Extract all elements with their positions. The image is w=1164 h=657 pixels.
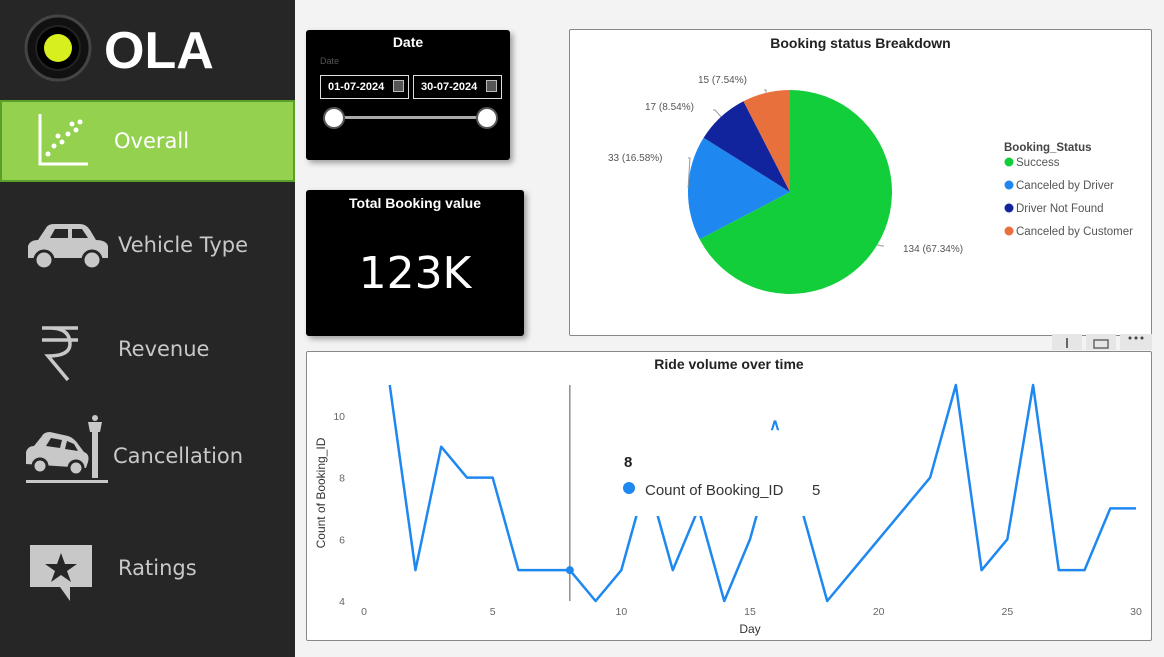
pie-leader-line: [713, 109, 722, 118]
legend-marker: [1004, 203, 1014, 213]
legend-entry: Canceled by Driver: [1016, 180, 1114, 192]
tooltip-series-name: Count of Booking_ID: [645, 482, 784, 499]
sidebar-item-vehicle-type[interactable]: Vehicle Type: [0, 204, 295, 286]
car-crash-icon: [26, 415, 108, 483]
legend-entry: Canceled by Customer: [1016, 226, 1133, 238]
star-speech-bubble-icon: [30, 545, 92, 601]
pie-slice: [688, 137, 790, 240]
date-filter-title: Date: [392, 34, 424, 50]
hover-point: [565, 566, 574, 575]
sidebar-item-label: Overall: [114, 129, 190, 153]
y-tick-label: 4: [339, 596, 345, 608]
date-filter-card: Date Date 01-07-2024 30-07-2024: [306, 30, 510, 160]
x-tick-label: 15: [744, 606, 756, 618]
start-date-input[interactable]: 01-07-2024: [320, 75, 409, 99]
scatter-chart-icon: [38, 114, 88, 166]
pie-leader-line: [877, 244, 884, 247]
date-range-slider-track[interactable]: [334, 116, 488, 119]
x-tick-label: 5: [490, 606, 496, 618]
sidebar: OLA Overall Vehicle Type: [0, 0, 295, 657]
total-booking-value: 123K: [358, 248, 472, 299]
end-date-value: 30-07-2024: [421, 81, 478, 93]
more-options-icon: [1128, 336, 1132, 340]
ride-volume-chart-card: Ride volume over time Day Count of Bookin…: [306, 351, 1152, 641]
slider-start-handle[interactable]: [323, 107, 345, 129]
chart-title: Ride volume over time: [654, 356, 804, 372]
pie-data-label: 15 (7.54%): [698, 75, 747, 86]
end-date-input[interactable]: 30-07-2024: [413, 75, 502, 99]
sidebar-item-overall[interactable]: Overall: [0, 100, 295, 182]
pie-leader-line: [764, 89, 767, 93]
legend-entry: Driver Not Found: [1016, 203, 1104, 215]
calendar-icon[interactable]: [486, 80, 497, 92]
car-icon: [28, 224, 108, 271]
legend-entry: Success: [1016, 157, 1060, 169]
y-tick-label: 10: [333, 411, 345, 423]
legend-marker: [1004, 226, 1014, 236]
sidebar-item-label: Vehicle Type: [118, 233, 249, 257]
total-booking-title: Total Booking value: [349, 195, 481, 211]
y-tick-label: 8: [339, 473, 345, 485]
visual-header-icons: [1052, 334, 1152, 350]
sidebar-item-ratings[interactable]: Ratings: [0, 527, 295, 609]
booking-status-chart-card: Booking status Breakdown 134 (67.34%) 33 …: [569, 29, 1152, 336]
logo-text: OLA: [104, 22, 214, 80]
legend-title: Booking_Status: [1004, 142, 1092, 154]
x-tick-label: 30: [1130, 606, 1142, 618]
line-chart: Day Count of Booking_ID 0 5 10 15 20 25 30 4 6 8 10 8…: [314, 383, 1142, 636]
sidebar-item-cancellation[interactable]: Cancellation: [0, 415, 295, 497]
total-booking-card: Total Booking value 123K: [306, 190, 524, 336]
y-tick-label: 6: [339, 534, 345, 546]
legend-marker: [1004, 157, 1014, 167]
pie-slice: [699, 90, 892, 294]
date-field-label: Date: [320, 56, 340, 66]
tooltip-marker: [623, 482, 635, 494]
tooltip: 8 Count of Booking_ID 5: [607, 444, 827, 516]
rupee-icon: [42, 326, 78, 382]
x-tick-label: 10: [615, 606, 627, 618]
legend-marker: [1004, 180, 1014, 190]
x-tick-label: 20: [873, 606, 885, 618]
x-tick-label: 0: [361, 606, 367, 618]
tooltip-header: 8: [624, 454, 632, 471]
pie-slice: [743, 90, 790, 192]
chart-title: Booking status Breakdown: [770, 35, 951, 51]
calendar-icon[interactable]: [393, 80, 404, 92]
pie-leader-line: [687, 157, 691, 189]
sidebar-item-label: Cancellation: [113, 444, 244, 468]
pie-data-label: 33 (16.58%): [608, 153, 662, 164]
ola-logo: OLA: [24, 14, 214, 82]
tooltip-value: 5: [812, 482, 820, 499]
pie-data-label: 17 (8.54%): [645, 102, 694, 113]
start-date-value: 01-07-2024: [328, 81, 385, 93]
y-axis-label: Count of Booking_ID: [314, 437, 328, 548]
pie-data-label: 134 (67.34%): [903, 244, 963, 255]
sidebar-item-label: Revenue: [118, 337, 210, 361]
tooltip-arrow-icon: ∧: [769, 417, 781, 434]
x-axis-label: Day: [739, 622, 760, 636]
sidebar-item-label: Ratings: [118, 556, 197, 580]
pie-chart: 134 (67.34%) 33 (16.58%) 17 (8.54%) 15 (7.5…: [608, 75, 1133, 294]
focus-mode-icon: [1093, 339, 1109, 349]
tooltip-background: [607, 444, 827, 516]
pie-slice: [703, 101, 790, 192]
sidebar-item-revenue[interactable]: Revenue: [0, 308, 295, 390]
x-tick-label: 25: [1001, 606, 1013, 618]
slider-end-handle[interactable]: [476, 107, 498, 129]
